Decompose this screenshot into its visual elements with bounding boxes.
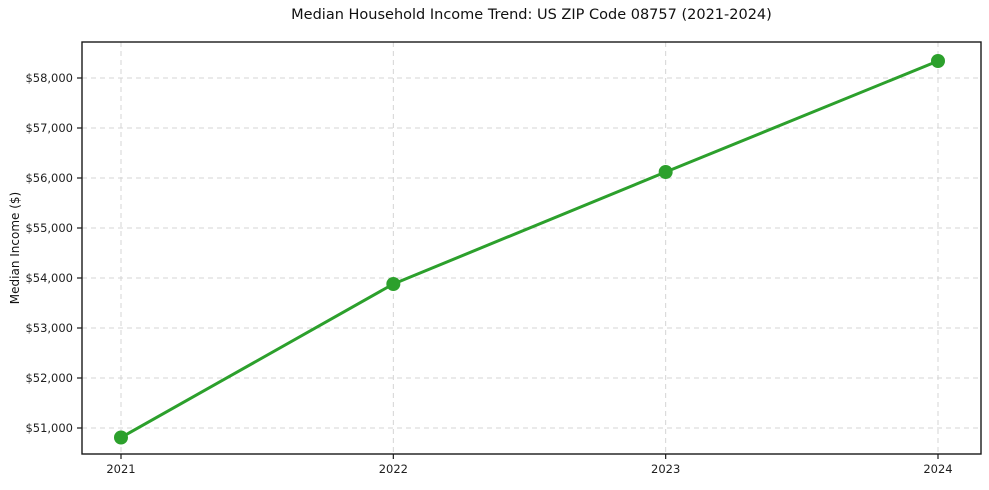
y-tick-label: $57,000 [25,121,73,135]
y-tick-label: $55,000 [25,221,73,235]
y-tick-label: $56,000 [25,171,73,185]
data-point [658,165,673,179]
x-tick-label: 2024 [923,462,952,476]
data-point [386,277,401,291]
plot-frame [81,41,982,455]
data-line [119,59,940,439]
y-tick-label: $54,000 [25,271,73,285]
y-tick-label: $52,000 [25,371,73,385]
y-tick-label: $58,000 [25,71,73,85]
x-tick-label: 2021 [106,462,135,476]
y-tick-label: $51,000 [25,421,73,435]
x-tick-label: 2023 [651,462,680,476]
data-point [114,430,128,445]
x-tick-label: 2022 [379,462,408,476]
chart-title: Median Household Income Trend: US ZIP Co… [291,7,772,23]
data-point [931,54,945,68]
y-tick-label: $53,000 [25,321,73,335]
